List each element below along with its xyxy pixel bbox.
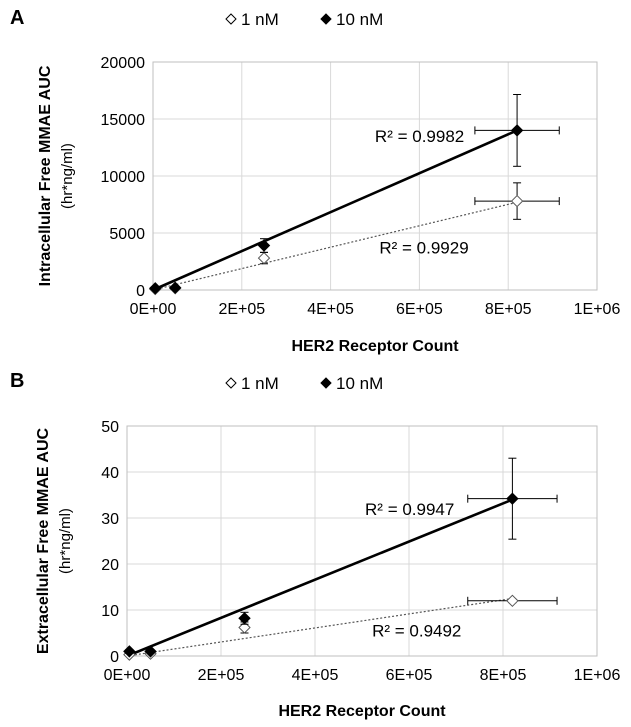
data-point-10-nm <box>168 281 182 294</box>
data-point-10-nm <box>506 492 519 505</box>
r-squared-label-10-nm: R² = 0.9982 <box>375 127 464 146</box>
data-point-10-nm <box>149 282 162 295</box>
y-tick-label: 30 <box>101 511 119 528</box>
data-point-1-nm <box>510 194 524 208</box>
legend-marker-1-nm <box>225 377 237 389</box>
data-point-10-nm <box>238 612 251 625</box>
x-tick-label: 1E+06 <box>574 667 621 684</box>
x-axis-title: HER2 Receptor Count <box>278 703 446 720</box>
legend-label-10-nm: 10 nM <box>336 10 383 29</box>
data-point-10-nm <box>123 645 136 658</box>
y-tick-label: 0 <box>110 649 119 666</box>
y-tick-label: 20000 <box>101 55 146 72</box>
chart-panel-b: B 1 nM 10 nM 0 10 20 30 40 50 0E+00 2E+05 4E+05 6E+0… <box>10 370 620 720</box>
y-axis-title: Intracellular Free MMAE AUC <box>37 65 54 286</box>
r-squared-label-1-nm: R² = 0.9492 <box>372 622 461 641</box>
r-squared-label-1-nm: R² = 0.9929 <box>379 238 468 257</box>
plot-area <box>152 61 598 291</box>
y-tick-label: 10 <box>101 603 119 620</box>
x-tick-label: 4E+05 <box>307 301 354 318</box>
panel-label: A <box>10 7 24 29</box>
x-tick-label: 8E+05 <box>485 301 532 318</box>
legend-marker-1-nm <box>225 13 237 25</box>
legend-label-1-nm: 1 nM <box>241 374 279 393</box>
x-tick-label: 4E+05 <box>292 667 339 684</box>
legend-marker-10-nm <box>320 377 332 389</box>
y-tick-label: 0 <box>136 283 145 300</box>
legend-label-1-nm: 1 nM <box>241 10 279 29</box>
x-tick-label: 1E+06 <box>574 301 621 318</box>
panel-label: B <box>10 370 24 392</box>
y-tick-label: 40 <box>101 465 119 482</box>
data-point-10-nm <box>144 645 157 658</box>
x-tick-label: 0E+00 <box>104 667 151 684</box>
plot-area <box>126 425 598 657</box>
y-axis-unit: (hr*ng/ml) <box>57 508 74 574</box>
trendline-10-nm <box>152 129 518 292</box>
x-tick-label: 6E+05 <box>386 667 433 684</box>
y-axis-unit: (hr*ng/ml) <box>59 143 76 209</box>
y-tick-label: 15000 <box>101 112 146 129</box>
data-point-1-nm <box>506 594 519 608</box>
data-point-10-nm <box>257 239 271 252</box>
y-axis-title: Extracellular Free MMAE AUC <box>35 427 52 654</box>
y-tick-label: 5000 <box>109 226 145 243</box>
data-point-10-nm <box>510 124 524 137</box>
x-tick-label: 6E+05 <box>396 301 443 318</box>
y-tick-label: 20 <box>101 557 119 574</box>
trendline-10-nm <box>126 498 513 658</box>
y-tick-label: 50 <box>101 419 119 436</box>
x-tick-label: 0E+00 <box>130 301 177 318</box>
x-tick-label: 8E+05 <box>480 667 527 684</box>
x-tick-label: 2E+05 <box>218 301 265 318</box>
chart-panel-a: A 1 nM 10 nM 0 5000 10000 15000 20000 0E+00 2E+05… <box>10 7 620 355</box>
x-axis-title: HER2 Receptor Count <box>291 338 459 355</box>
legend-marker-10-nm <box>320 13 332 25</box>
r-squared-label-10-nm: R² = 0.9947 <box>365 500 454 519</box>
x-tick-label: 2E+05 <box>198 667 245 684</box>
legend-label-10-nm: 10 nM <box>336 374 383 393</box>
data-point-1-nm <box>257 251 271 265</box>
trendline-1-nm <box>152 201 518 291</box>
trendline-1-nm <box>126 597 513 657</box>
y-tick-label: 10000 <box>101 169 146 186</box>
